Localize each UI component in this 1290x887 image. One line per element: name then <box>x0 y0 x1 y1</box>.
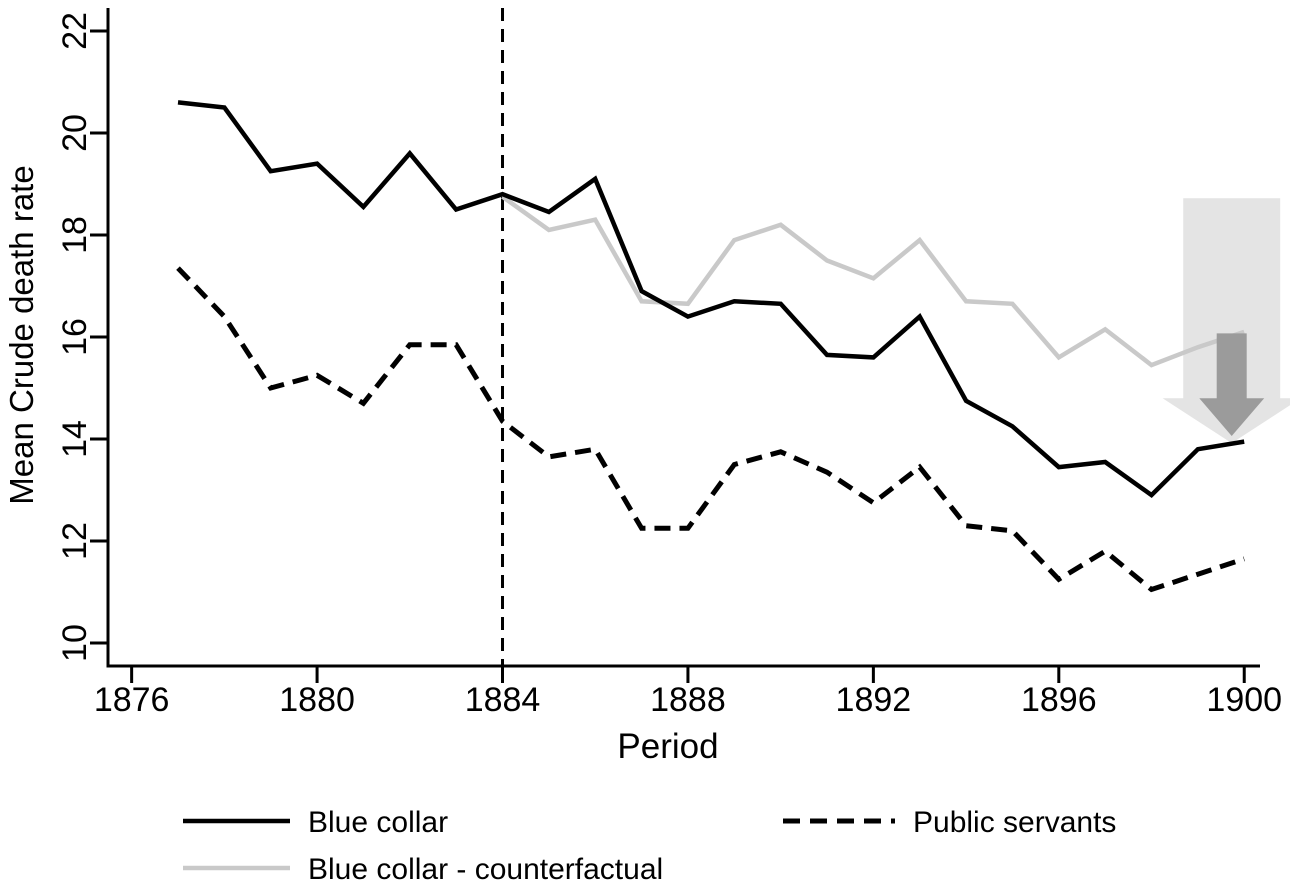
counterfactual-line-layer <box>501 194 1245 368</box>
x-tick-label: 1876 <box>94 681 170 719</box>
series-line-blue-collar <box>177 100 1245 499</box>
y-tick-label: 22 <box>56 12 94 50</box>
x-tick-label: 1896 <box>1021 681 1097 719</box>
legend-label-counterfactual: Blue collar - counterfactual <box>308 853 663 886</box>
y-tick-label: 12 <box>56 522 94 560</box>
axes-layer: 10 12 14 16 18 20 22 1876 1880 1884 1888 1892 1896 19… <box>56 8 1282 719</box>
down-arrow-inner <box>1199 333 1265 436</box>
x-tick-label: 1888 <box>650 681 726 719</box>
y-tick-label: 18 <box>56 216 94 254</box>
data-series-layer <box>176 100 1245 593</box>
y-tick-label: 14 <box>56 420 94 458</box>
legend: Blue collar Blue collar - counterfactual… <box>183 806 1116 886</box>
highlight-arrow-outer <box>1162 198 1290 444</box>
y-tick-label: 16 <box>56 318 94 356</box>
down-arrow-outer <box>1162 198 1290 444</box>
series-line-blue-collar-counterfactual <box>501 194 1245 368</box>
y-axis-title: Mean Crude death rate <box>3 165 40 504</box>
highlight-arrow-inner <box>1199 333 1265 436</box>
x-tick-label: 1892 <box>836 681 912 719</box>
legend-label-blue-collar: Blue collar <box>308 806 448 839</box>
x-axis-title: Period <box>617 727 718 766</box>
x-tick-label: 1884 <box>465 681 541 719</box>
y-tick-label: 10 <box>56 624 94 662</box>
x-tick-label: 1900 <box>1206 681 1282 719</box>
y-tick-label: 20 <box>56 114 94 152</box>
series-line-public-servants <box>176 266 1245 593</box>
legend-label-public-servants: Public servants <box>913 806 1116 839</box>
x-tick-label: 1880 <box>279 681 355 719</box>
